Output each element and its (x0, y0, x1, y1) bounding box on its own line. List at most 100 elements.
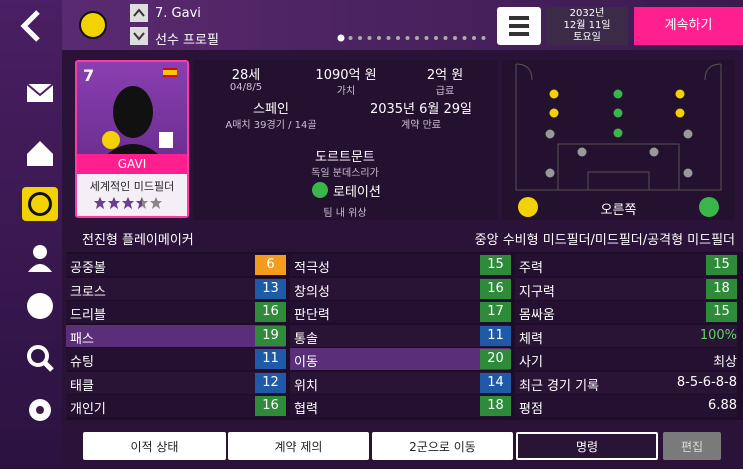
attribute-row (66, 301, 285, 323)
attribute-value: 18 (480, 396, 511, 416)
page-dot (367, 36, 372, 40)
sidebar (0, 0, 62, 465)
attribute-row (290, 324, 510, 347)
pitch (515, 63, 722, 217)
preferred-foot: 오른쪽 (600, 203, 637, 218)
action-button[interactable]: 편집 (663, 432, 721, 460)
attribute-row (515, 277, 737, 300)
attribute-name: 위치 (294, 378, 318, 394)
attribute-name: 체력 (519, 331, 543, 347)
age: 28세 (231, 68, 261, 83)
status: 로테이션 (333, 185, 381, 200)
attribute-name: 평점 (519, 402, 543, 417)
club: 도르트문트 (315, 150, 375, 165)
attribute-name: 개인기 (70, 402, 106, 417)
action-button[interactable]: 명령 (516, 432, 658, 460)
star (108, 197, 120, 209)
attribute-name: 지구력 (519, 284, 555, 300)
card-description: 세계적인 미드필더 (89, 180, 175, 193)
attribute-value: 11 (255, 349, 286, 369)
attribute-name: 이동 (294, 355, 318, 370)
attribute-value: 13 (255, 278, 286, 299)
page-dot (415, 36, 419, 40)
star-fill (108, 197, 120, 209)
caps: A매치 39경기 / 14골 (225, 120, 317, 131)
attribute-text: 최상 (713, 355, 737, 370)
attribute-value: 20 (480, 349, 511, 369)
page-dot (377, 36, 381, 40)
nation: 스페인 (253, 102, 289, 117)
sidebar-icons (20, 10, 58, 421)
position-dot (577, 147, 587, 157)
status-label: 팀 내 위상 (323, 208, 367, 219)
star (150, 197, 162, 209)
action-button[interactable]: 이적 상태 (83, 432, 226, 460)
attribute-name: 창의성 (294, 284, 330, 300)
action-button[interactable]: 계약 제의 (228, 432, 369, 460)
search-icon[interactable] (27, 345, 49, 367)
status-icon (312, 182, 328, 198)
attribute-row (290, 395, 510, 417)
staff-icon[interactable] (33, 245, 47, 259)
wage-label: 급료 (435, 86, 455, 97)
positions: 중앙 수비형 미드필더/미드필더/공격형 미드필더 (474, 233, 735, 248)
attribute-name: 적극성 (294, 261, 330, 276)
position-dot (683, 168, 693, 178)
player-card: 7 GAVI 세계적인 미드필더 (75, 60, 189, 218)
attribute-value: 16 (255, 396, 286, 416)
date-day: 12월 11일 (563, 20, 611, 31)
attribute-row (515, 254, 737, 276)
club-badge (79, 11, 107, 39)
nav-arrows[interactable] (130, 4, 148, 46)
star (136, 197, 148, 209)
attribute-row (290, 254, 510, 276)
attribute-row (290, 348, 510, 370)
attribute-name: 슈팅 (70, 355, 94, 370)
attribute-row (515, 395, 737, 417)
role: 전진형 플레이메이커 (82, 233, 194, 248)
attribute-row (66, 277, 285, 300)
star-bg (150, 197, 162, 209)
player-name: 7. Gavi (155, 6, 201, 21)
attribute-row (290, 301, 510, 323)
page-dot (443, 36, 448, 40)
attribute-name: 패스 (70, 331, 94, 347)
page-dot (472, 36, 476, 40)
pitch-panel: 오른쪽 (502, 60, 735, 220)
attribute-value: 15 (480, 255, 511, 275)
attribute-name: 태클 (70, 378, 94, 394)
contract: 2035년 6월 29일 (369, 102, 473, 117)
attribute-value: 11 (480, 325, 511, 346)
attribute-row (515, 324, 737, 347)
attribute-row (66, 371, 285, 394)
attribute-name: 판단력 (294, 308, 330, 323)
back-icon[interactable] (20, 10, 40, 42)
home-icon[interactable] (27, 141, 53, 166)
menu-button[interactable] (497, 7, 541, 45)
page-dot (386, 36, 391, 40)
continue-button[interactable]: 계속하기 (634, 7, 743, 45)
attribute-name: 크로스 (70, 284, 106, 300)
position-dot (549, 89, 559, 99)
attribute-name: 드리블 (70, 308, 106, 323)
date-year: 2032년 (569, 8, 605, 19)
page-dot (396, 36, 400, 40)
attribute-row (66, 254, 285, 276)
world-icon[interactable] (27, 293, 53, 319)
attribute-value: 14 (480, 372, 511, 393)
position-dot (613, 128, 623, 138)
position-dot (545, 129, 555, 139)
wage: 2억 원 (426, 68, 464, 83)
position-dot (613, 89, 623, 99)
attribute-value: 6 (255, 255, 286, 275)
star-fill (122, 197, 134, 209)
date-box[interactable]: 2032년 12월 11일 토요일 (546, 7, 628, 45)
league: 독일 분데스리가 (311, 168, 379, 179)
attribute-row (515, 301, 737, 323)
attribute-row (66, 395, 285, 417)
attribute-row (66, 324, 285, 347)
action-button[interactable]: 2군으로 이동 (372, 432, 513, 460)
star-fill (94, 197, 106, 209)
attribute-name: 공중볼 (70, 261, 106, 276)
